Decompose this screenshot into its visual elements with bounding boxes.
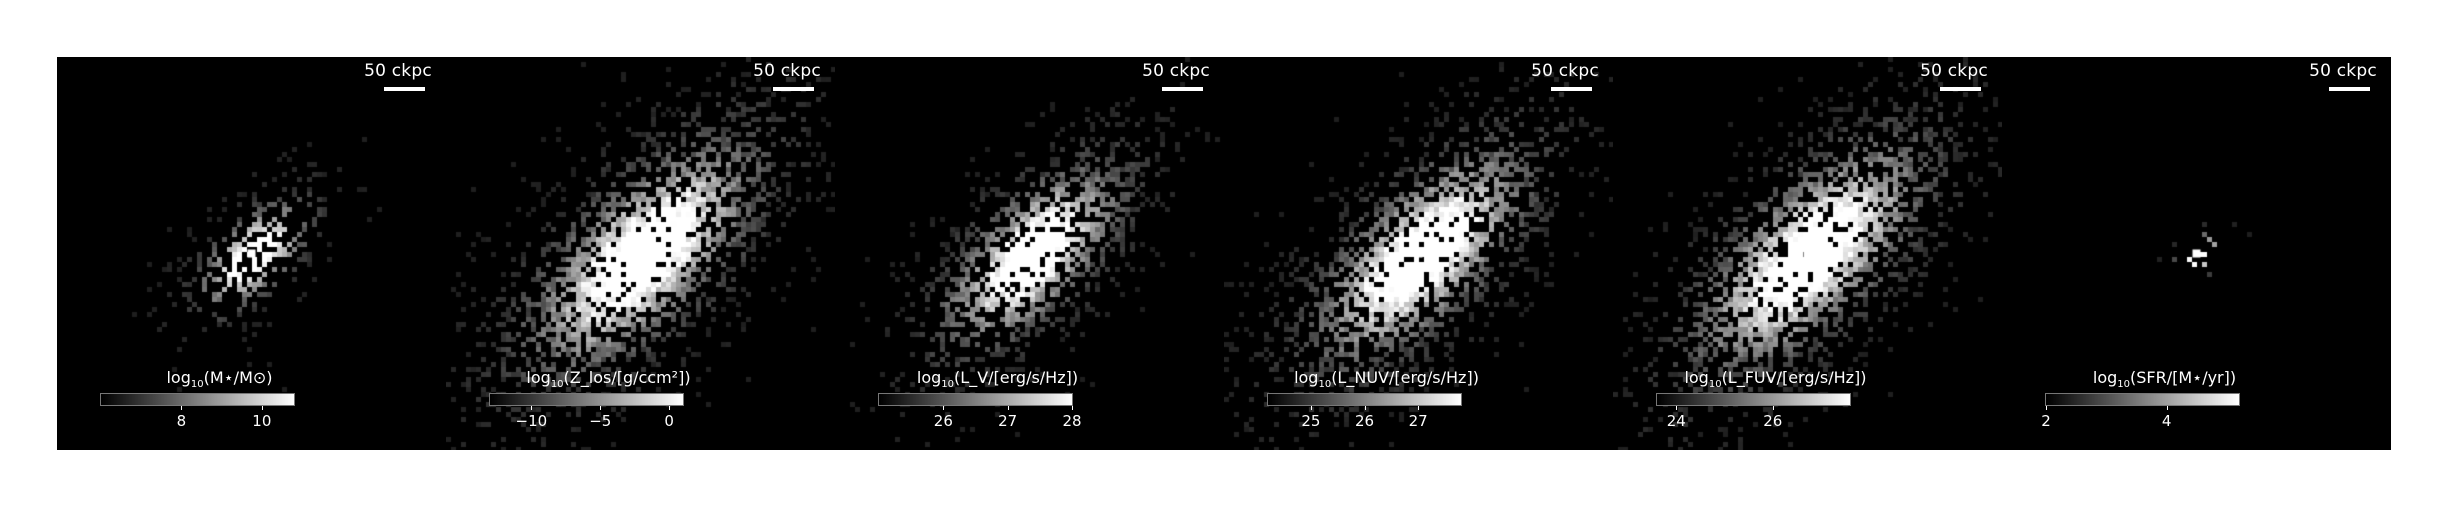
colorbar-tick xyxy=(1310,406,1312,410)
colorbar-tick-label: 2 xyxy=(2041,412,2051,430)
particle-map xyxy=(1613,57,2002,450)
scale-bar-label: 50 ckpc xyxy=(2309,61,2377,81)
particle-map xyxy=(446,57,835,450)
colorbar-tick xyxy=(669,406,671,410)
colorbar-title-text: (L_V/[erg/s/Hz]) xyxy=(954,368,1079,387)
colorbar-tick-label: 27 xyxy=(998,412,1018,430)
colorbar-tick-label: 25 xyxy=(1301,412,1321,430)
colorbar-tick xyxy=(531,406,533,410)
colorbar-title-prefix: log xyxy=(166,368,191,387)
colorbar-tick xyxy=(1772,406,1774,410)
colorbar xyxy=(878,393,1073,406)
scale-bar xyxy=(1940,87,1981,91)
scale-bar xyxy=(773,87,814,91)
colorbar-tick xyxy=(1418,406,1420,410)
colorbar-tick xyxy=(1364,406,1366,410)
colorbar-tick-label: 24 xyxy=(1666,412,1686,430)
colorbar-tick xyxy=(1676,406,1678,410)
colorbar-tick-label: 0 xyxy=(664,412,674,430)
colorbar-tick xyxy=(1007,406,1009,410)
scale-bar-label: 50 ckpc xyxy=(1142,61,1210,81)
colorbar-tick-label: 8 xyxy=(176,412,187,430)
colorbar-title-text: (Z_los/[g/ccm²]) xyxy=(563,368,691,387)
colorbar-title-prefix: log xyxy=(1684,368,1709,387)
scale-bar xyxy=(1551,87,1592,91)
panel-v-band-luminosity: 50 ckpc log10(L_V/[erg/s/Hz]) 26 27 28 xyxy=(835,57,1224,450)
image-strip: 50 ckpc log10(M⋆/M⊙) 8 10 50 ckpc log10(Z_lo… xyxy=(57,57,2391,450)
colorbar-tick-label: 10 xyxy=(252,412,272,430)
scale-bar xyxy=(384,87,425,91)
colorbar-title-prefix: log xyxy=(916,368,942,387)
colorbar-title-prefix: log xyxy=(526,368,551,387)
particle-map xyxy=(57,57,446,450)
colorbar-tick-label: −5 xyxy=(589,412,612,430)
colorbar xyxy=(100,393,295,406)
scale-bar-label: 50 ckpc xyxy=(1531,61,1599,81)
particle-map xyxy=(1224,57,1613,450)
colorbar-tick-label: 26 xyxy=(1354,412,1375,430)
scale-bar xyxy=(2329,87,2370,91)
colorbar-tick xyxy=(181,406,183,410)
particle-map xyxy=(835,57,1224,450)
colorbar-tick xyxy=(261,406,263,410)
scale-bar-label: 50 ckpc xyxy=(753,61,821,81)
colorbar-title-prefix: log xyxy=(1294,368,1319,387)
colorbar-tick xyxy=(2166,406,2168,410)
colorbar-title: log10(M⋆/M⊙) xyxy=(102,368,337,390)
colorbar-tick xyxy=(943,406,945,410)
colorbar-tick-label: 26 xyxy=(1763,412,1783,430)
colorbar-title-subscript: 10 xyxy=(1708,379,1722,391)
colorbar-title-text: (L_NUV/[erg/s/Hz]) xyxy=(1331,368,1479,387)
colorbar-tick-label: 4 xyxy=(2161,412,2172,430)
panel-nuv-luminosity: 50 ckpc log10(L_NUV/[erg/s/Hz]) 25 26 27 xyxy=(1224,57,1613,450)
colorbar-title-subscript: 10 xyxy=(941,379,955,391)
colorbar-title-prefix: log xyxy=(2092,368,2118,387)
panel-star-formation-rate: 50 ckpc log10(SFR/[M⋆/yr]) 2 4 xyxy=(2002,57,2391,450)
colorbar-tick-label: −10 xyxy=(515,412,548,430)
colorbar-tick xyxy=(2046,406,2047,410)
scale-bar-label: 50 ckpc xyxy=(1920,61,1988,81)
scale-bar xyxy=(1162,87,1203,91)
particle-map xyxy=(2002,57,2391,450)
colorbar-title-subscript: 10 xyxy=(190,379,204,391)
colorbar-title: log10(L_FUV/[erg/s/Hz]) xyxy=(1658,368,1893,390)
colorbar-title: log10(Z_los/[g/ccm²]) xyxy=(491,368,726,390)
panel-fuv-luminosity: 50 ckpc log10(L_FUV/[erg/s/Hz]) 24 26 xyxy=(1613,57,2002,450)
colorbar-title-text: (SFR/[M⋆/yr]) xyxy=(2130,368,2237,387)
colorbar-tick-label: 28 xyxy=(1062,412,1082,430)
scale-bar-label: 50 ckpc xyxy=(364,61,432,81)
colorbar-title-subscript: 10 xyxy=(1318,379,1332,391)
colorbar-title-subscript: 10 xyxy=(550,379,564,391)
colorbar xyxy=(489,393,684,406)
colorbar-tick-label: 27 xyxy=(1408,412,1428,430)
colorbar xyxy=(1267,393,1462,406)
panel-metal-column: 50 ckpc log10(Z_los/[g/ccm²]) −10 −5 0 xyxy=(446,57,835,450)
colorbar-tick xyxy=(600,406,602,410)
colorbar xyxy=(1656,393,1851,406)
colorbar-tick-label: 26 xyxy=(933,412,953,430)
colorbar-title: log10(L_NUV/[erg/s/Hz]) xyxy=(1269,368,1504,390)
colorbar-title-subscript: 10 xyxy=(2117,379,2131,391)
colorbar-tick xyxy=(1072,406,1073,410)
colorbar-title-text: (L_FUV/[erg/s/Hz]) xyxy=(1721,368,1867,387)
colorbar-title-text: (M⋆/M⊙) xyxy=(203,368,273,387)
panel-stellar-mass: 50 ckpc log10(M⋆/M⊙) 8 10 xyxy=(57,57,446,450)
colorbar-title: log10(L_V/[erg/s/Hz]) xyxy=(880,368,1115,390)
colorbar xyxy=(2045,393,2240,406)
colorbar-title: log10(SFR/[M⋆/yr]) xyxy=(2047,368,2282,390)
